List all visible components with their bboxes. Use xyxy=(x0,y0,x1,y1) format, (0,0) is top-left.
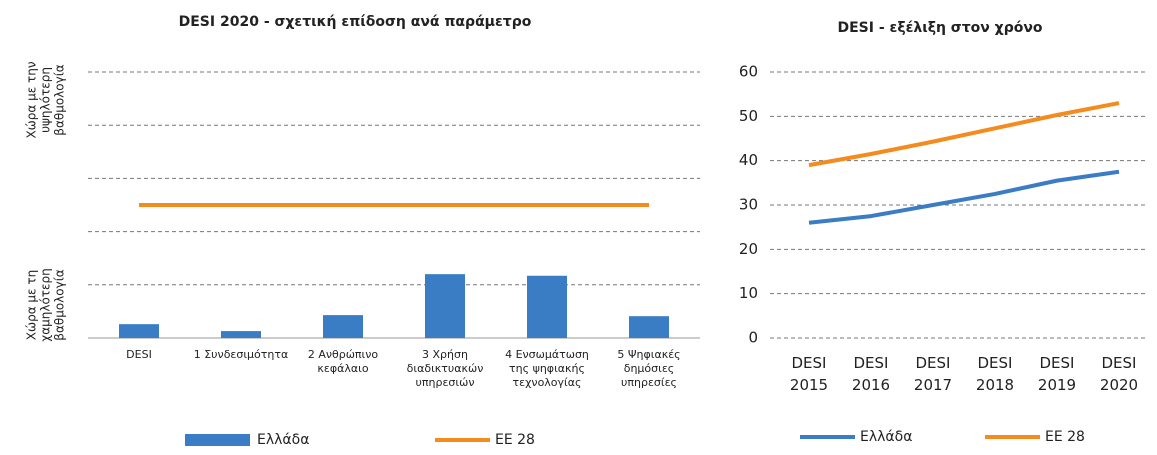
x-tick-label: DESI 2018 xyxy=(975,354,1015,394)
bar xyxy=(629,316,669,338)
y-tick-label: 50 xyxy=(739,107,758,125)
y-tick-label: 30 xyxy=(739,196,758,214)
y-axis-label: βαθμολογία xyxy=(53,269,67,340)
y-tick-label: 10 xyxy=(739,284,758,302)
y-tick-label: 0 xyxy=(748,329,758,347)
x-tick-label: DESI xyxy=(126,348,152,361)
series-line xyxy=(808,101,1120,168)
y-axis-label: Χώρα με την xyxy=(25,61,39,138)
x-tick-label: DESI 2017 xyxy=(913,354,953,394)
y-axis-label: χαμηλότερη xyxy=(39,268,53,341)
x-tick-label: 1 Συνδεσιμότητα xyxy=(193,348,289,361)
x-tick-label: 4 Ενσωμάτωση της ψηφιακής τεχνολογίας xyxy=(505,348,589,389)
x-tick-label: DESI 2015 xyxy=(789,354,829,394)
x-tick-label: 3 Χρήση διαδικτυακών υπηρεσιών xyxy=(406,348,484,389)
y-tick-label: 20 xyxy=(739,240,758,258)
legend-label: Ελλάδα xyxy=(860,429,912,445)
y-axis-label: βαθμολογία xyxy=(53,64,67,135)
x-tick-label: 5 Ψηφιακές δημόσιες υπηρεσίες xyxy=(617,348,681,389)
bar xyxy=(323,315,363,338)
x-tick-label: 2 Ανθρώπινο κεφάλαιο xyxy=(307,348,379,375)
bar xyxy=(425,274,465,338)
chart-title: DESI - εξέλιξη στον χρόνο xyxy=(837,20,1042,36)
y-tick-label: 40 xyxy=(739,151,758,169)
series-line xyxy=(808,169,1120,225)
y-axis-label: υψηλότερη xyxy=(39,67,53,133)
bar xyxy=(527,275,567,338)
legend-swatch xyxy=(185,434,250,446)
y-tick-label: 60 xyxy=(739,63,758,81)
x-tick-label: DESI 2019 xyxy=(1037,354,1077,394)
legend-label: EE 28 xyxy=(495,432,535,448)
chart-title: DESI 2020 - σχετική επίδοση ανά παράμετρ… xyxy=(179,14,532,30)
legend-label: EE 28 xyxy=(1045,429,1085,445)
x-tick-label: DESI 2020 xyxy=(1099,354,1139,394)
bar xyxy=(119,324,159,338)
bar xyxy=(221,331,261,338)
legend-label: Ελλάδα xyxy=(257,432,309,448)
y-axis-label: Χώρα με τη xyxy=(25,270,39,340)
x-tick-label: DESI 2016 xyxy=(851,354,891,394)
